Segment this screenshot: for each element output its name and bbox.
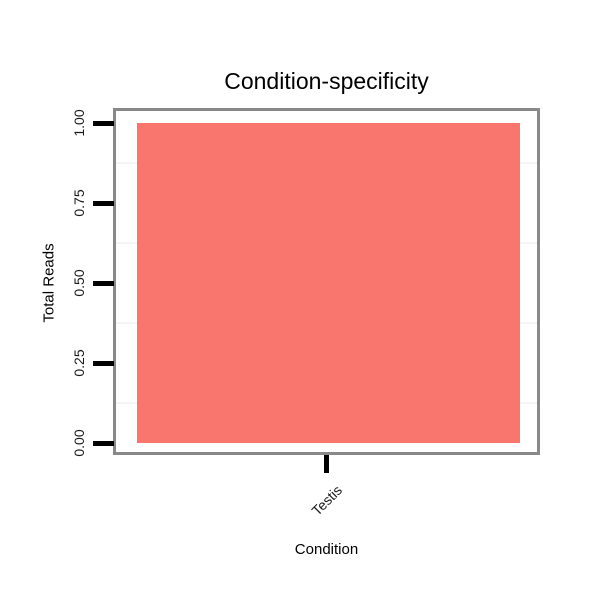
x-axis-title: Condition (294, 541, 359, 558)
y-axis-tick (93, 121, 114, 126)
y-axis-tick (93, 281, 114, 286)
y-axis-tick-label: 0.00 (71, 429, 87, 457)
x-axis-tick-label: Testis (308, 482, 346, 519)
y-axis-tick-label: 0.50 (71, 269, 87, 297)
y-axis-tick (93, 361, 114, 366)
y-axis-title: Total Reads (40, 243, 58, 323)
y-axis-tick-label: 0.25 (71, 349, 87, 377)
y-axis-tick (93, 201, 114, 206)
x-axis-tick (324, 455, 329, 473)
y-axis-tick (93, 441, 114, 446)
y-axis-tick-label: 0.75 (71, 189, 87, 217)
y-axis-tick-label: 1.00 (71, 109, 87, 137)
bar-testis (137, 123, 520, 443)
chart-title: Condition-specificity (224, 68, 429, 94)
